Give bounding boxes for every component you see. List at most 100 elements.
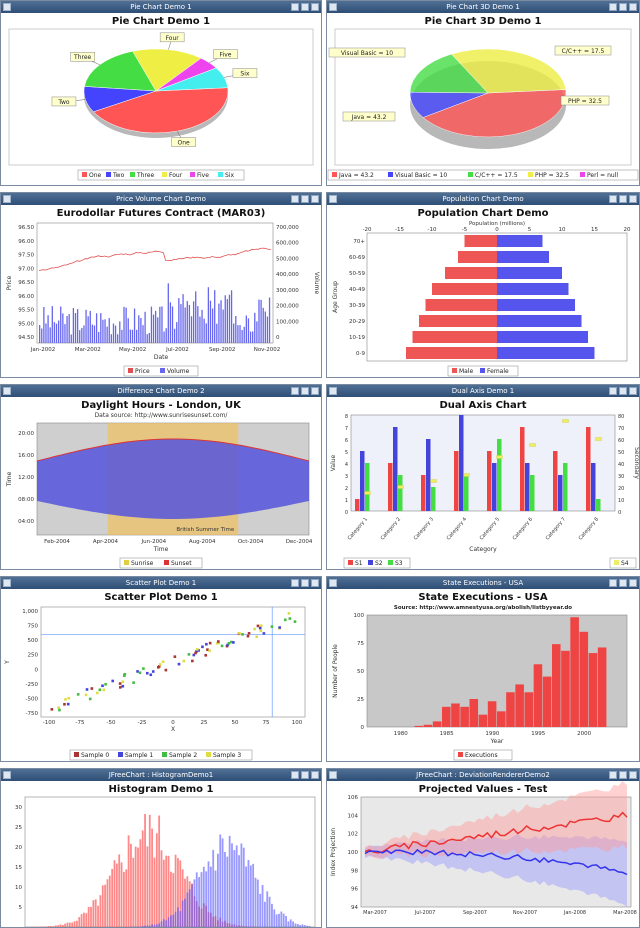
ytick-4: 96.50	[18, 280, 34, 286]
x-axis-label: Population (millions)	[469, 221, 525, 227]
maximize-icon[interactable]	[619, 771, 627, 779]
histogram-bar-a	[123, 871, 125, 927]
close-icon[interactable]	[311, 579, 319, 587]
window-titlebar[interactable]: Difference Chart Demo 2	[1, 385, 321, 397]
scatter-point	[195, 650, 198, 653]
legend-swatch	[388, 172, 393, 177]
minimize-icon[interactable]	[291, 771, 299, 779]
scatter-point	[205, 642, 208, 646]
maximize-icon[interactable]	[619, 3, 627, 11]
execution-bar-5	[432, 721, 442, 727]
minimize-icon[interactable]	[291, 579, 299, 587]
xtick-2: -10	[428, 227, 437, 233]
y2tick-0: 700,000	[276, 225, 299, 231]
scatter-point	[173, 655, 177, 658]
minimize-icon[interactable]	[609, 387, 617, 395]
legend-label-2: Sample 2	[169, 752, 197, 759]
chart-window-4[interactable]: Population Chart Demo Population Chart D…	[326, 192, 640, 378]
chart-window-7[interactable]: Scatter Plot Demo 1 Scatter Plot Demo 1 1…	[0, 576, 322, 762]
maximize-icon[interactable]	[619, 387, 627, 395]
y-axis-label: Time	[6, 471, 13, 487]
maximize-icon[interactable]	[619, 579, 627, 587]
ytick-4: 0	[35, 667, 39, 673]
histogram-bar-b	[184, 898, 186, 927]
close-icon[interactable]	[629, 3, 637, 11]
volume-bar	[47, 315, 49, 343]
window-titlebar[interactable]: Pie Chart 3D Demo 1	[327, 1, 639, 13]
histogram-bar-b	[205, 871, 208, 927]
window-titlebar[interactable]: JFreeChart : DeviationRendererDemo2	[327, 769, 639, 781]
maximize-icon[interactable]	[619, 195, 627, 203]
close-icon[interactable]	[629, 771, 637, 779]
scatter-point	[64, 698, 67, 701]
close-icon[interactable]	[629, 195, 637, 203]
window-title: Price Volume Chart Demo	[116, 195, 206, 203]
scatter-point	[255, 635, 259, 639]
minimize-icon[interactable]	[609, 3, 617, 11]
histogram-bar-a	[165, 855, 168, 927]
histogram-bar-b	[179, 911, 182, 927]
chart-window-3[interactable]: Price Volume Chart Demo Eurodollar Futur…	[0, 192, 322, 378]
bar-male-4	[425, 299, 497, 311]
minimize-icon[interactable]	[291, 3, 299, 11]
ytick-5: 5	[19, 905, 23, 911]
minimize-icon[interactable]	[291, 387, 299, 395]
chart-window-10[interactable]: JFreeChart : DeviationRendererDemo2 Proj…	[326, 768, 640, 928]
maximize-icon[interactable]	[301, 387, 309, 395]
scatter-point	[101, 684, 104, 688]
histogram-bar-a	[73, 921, 76, 927]
window-titlebar[interactable]: State Executions - USA	[327, 577, 639, 589]
red-deviation-band	[365, 781, 627, 859]
xtick-2: -50	[107, 720, 116, 726]
minimize-icon[interactable]	[609, 579, 617, 587]
scatter-point	[293, 620, 297, 623]
bar-S1-7	[586, 427, 591, 511]
volume-bar	[247, 318, 250, 343]
chart-window-8[interactable]: State Executions - USA State Executions …	[326, 576, 640, 762]
minimize-icon[interactable]	[609, 195, 617, 203]
histogram-bar-a	[146, 846, 149, 927]
close-icon[interactable]	[311, 3, 319, 11]
xtick-5: Nov-2002	[254, 347, 281, 353]
legend-label-0: Sample 0	[81, 752, 109, 759]
histogram-bar-b	[202, 866, 205, 927]
volume-bar	[216, 323, 218, 343]
legend2-box	[609, 557, 637, 569]
chart-window-5[interactable]: Difference Chart Demo 2 Daylight Hours -…	[0, 384, 322, 570]
window-titlebar[interactable]: Scatter Plot Demo 1	[1, 577, 321, 589]
histogram-bar-a	[153, 857, 156, 927]
close-icon[interactable]	[311, 195, 319, 203]
window-titlebar[interactable]: JFreeChart : HistogramDemo1	[1, 769, 321, 781]
histogram-bar-a	[59, 924, 62, 927]
window-titlebar[interactable]: Pie Chart Demo 1	[1, 1, 321, 13]
minimize-icon[interactable]	[609, 771, 617, 779]
maximize-icon[interactable]	[301, 195, 309, 203]
histogram-bar-b	[289, 919, 292, 927]
volume-bar	[93, 325, 96, 343]
chart-window-9[interactable]: JFreeChart : HistogramDemo1 Histogram De…	[0, 768, 322, 928]
maximize-icon[interactable]	[301, 579, 309, 587]
scatter-point	[232, 641, 235, 644]
bar-female-6	[497, 331, 588, 343]
maximize-icon[interactable]	[301, 771, 309, 779]
chart-svg: Scatter Plot Demo 11,0007505002500-250-5…	[4, 592, 306, 761]
legend-swatch	[130, 172, 135, 177]
close-icon[interactable]	[629, 387, 637, 395]
chart-window-2[interactable]: Pie Chart 3D Demo 1 Pie Chart 3D Demo 1 V…	[326, 0, 640, 186]
close-icon[interactable]	[311, 387, 319, 395]
histogram-bar-b	[193, 879, 196, 927]
legend-swatch	[162, 172, 167, 177]
window-titlebar[interactable]: Population Chart Demo	[327, 193, 639, 205]
window-titlebar[interactable]: Dual Axis Demo 1	[327, 385, 639, 397]
close-icon[interactable]	[629, 579, 637, 587]
maximize-icon[interactable]	[301, 3, 309, 11]
chart-content: Scatter Plot Demo 1 1,000 750 500 250 0 -250 -5…	[1, 589, 321, 761]
y-axis-label: Age Group	[332, 281, 339, 313]
chart-window-6[interactable]: Dual Axis Demo 1 Dual Axis Chart 8 7 6 5 4 3 2 1…	[326, 384, 640, 570]
minimize-icon[interactable]	[291, 195, 299, 203]
volume-bar	[173, 328, 176, 343]
window-titlebar[interactable]: Price Volume Chart Demo	[1, 193, 321, 205]
close-icon[interactable]	[311, 771, 319, 779]
chart-window-1[interactable]: Pie Chart Demo 1 Pie Chart Demo 1 One Two T…	[0, 0, 322, 186]
